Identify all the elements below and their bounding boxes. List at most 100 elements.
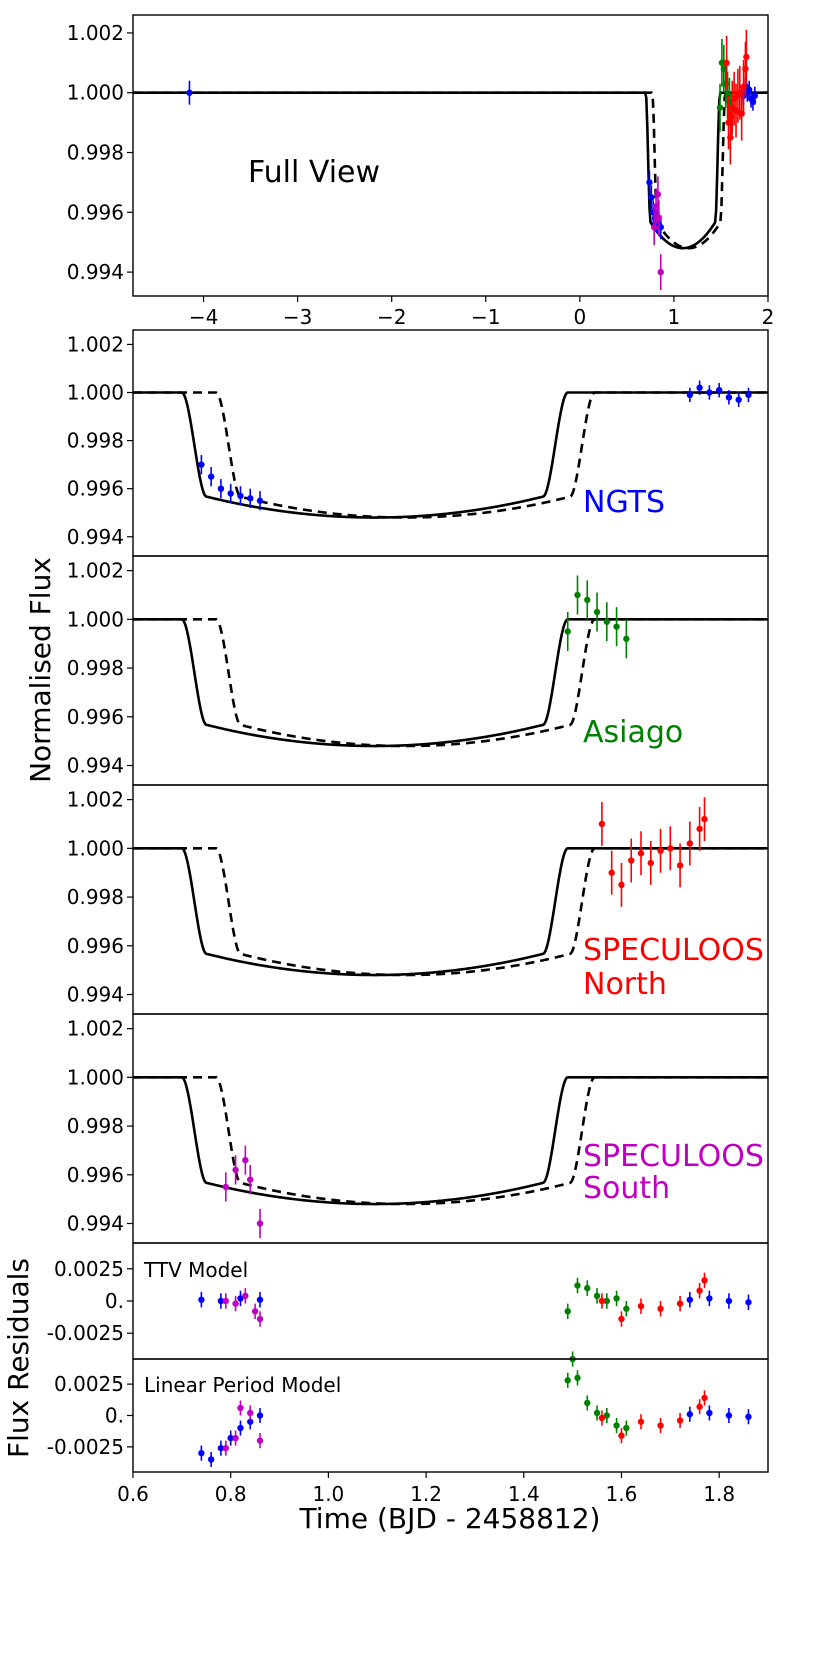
residual-linear-point (618, 1432, 625, 1439)
residual-ttv-point (232, 1300, 239, 1307)
data-point-north (598, 820, 606, 828)
residual-ttv-point (593, 1292, 601, 1300)
residual-ttv-point (686, 1296, 694, 1303)
residual-linear-point (598, 1414, 606, 1422)
ytick-label-south: 0.998 (67, 1114, 124, 1138)
data-point-full (650, 224, 658, 231)
residual-ttv-point (198, 1296, 205, 1303)
xtick-label-bottom: 1.2 (410, 1482, 442, 1506)
xtick-label-bottom: 1.8 (703, 1482, 735, 1506)
residual-ttv-point (657, 1305, 664, 1312)
residual-ttv-point (618, 1315, 625, 1323)
ytick-label-ngts: 1.002 (67, 332, 124, 356)
data-point-asiago (564, 628, 571, 635)
panel-label-north-line1: SPECULOOS (583, 933, 764, 968)
residual-ttv-point (598, 1297, 606, 1305)
ytick-label-full: 0.994 (67, 260, 124, 284)
axes (127, 14, 769, 1478)
residual-ttv-point (696, 1287, 703, 1294)
ytick-label-ngts: 0.996 (67, 477, 124, 501)
data-point-ngts (735, 396, 742, 403)
panel-label-linear-period-model: Linear Period Model (144, 1373, 341, 1397)
xtick-label-bottom: 1.4 (508, 1482, 540, 1506)
residual-ttv-point (725, 1297, 733, 1305)
panel-label-south-line2: South (583, 1171, 670, 1206)
residual-linear-point (676, 1417, 684, 1424)
model-ttv-ngts (133, 391, 768, 519)
xtick-label-full: 0 (573, 305, 586, 329)
residual-linear-point (706, 1409, 713, 1417)
ytick-label-res_lin: 0. (105, 1404, 124, 1428)
ytick-label-north: 0.996 (67, 934, 124, 958)
panel-frame-full (132, 14, 769, 297)
model-ttv-asiago (133, 618, 768, 748)
residual-ttv-point (574, 1282, 581, 1289)
data-point-full (723, 59, 730, 67)
data-point-north (701, 815, 708, 823)
model-ttv-south (133, 1076, 768, 1206)
xtick-label-bottom: 0.6 (117, 1482, 149, 1506)
ytick-label-res_ttv: 0.0025 (54, 1257, 124, 1281)
panel-label-south-line1: SPECULOOS (583, 1139, 764, 1174)
data-points (186, 29, 759, 1467)
residual-linear-point (623, 1424, 630, 1432)
ytick-label-north: 1.000 (67, 836, 124, 860)
residual-ttv-point (613, 1295, 620, 1302)
data-point-full (186, 89, 193, 96)
xtick-label-bottom: 1.6 (606, 1482, 638, 1506)
residual-ttv-point (706, 1295, 713, 1302)
residual-ttv-point (251, 1308, 259, 1315)
data-point-north (676, 862, 684, 869)
data-point-asiago (574, 591, 581, 599)
model-curves (133, 91, 768, 1206)
model-linear-period-full (133, 91, 768, 250)
data-point-full (743, 53, 750, 61)
data-point-full (654, 191, 662, 198)
data-point-asiago (613, 623, 620, 630)
data-point-full (657, 268, 664, 276)
data-point-full (716, 104, 724, 111)
residual-linear-point (198, 1449, 205, 1457)
data-point-ngts (217, 485, 225, 492)
data-point-north (647, 859, 654, 867)
ytick-label-south: 0.996 (67, 1163, 124, 1187)
ytick-label-res_ttv: -0.0025 (47, 1321, 124, 1345)
ytick-label-south: 0.994 (67, 1212, 124, 1236)
data-point-full (648, 194, 655, 201)
model-linear-period-ngts (133, 391, 768, 519)
residual-ttv-point (222, 1297, 230, 1305)
data-point-north (618, 881, 625, 889)
residual-ttv-point (256, 1296, 264, 1303)
data-point-ngts (198, 461, 205, 468)
data-point-south (232, 1166, 239, 1174)
y-axis-title: Normalised Flux (24, 557, 57, 783)
data-point-full (646, 179, 653, 186)
ytick-label-full: 1.002 (67, 21, 124, 45)
data-point-north (628, 857, 635, 864)
data-point-ngts (715, 386, 723, 394)
ytick-label-asiago: 0.998 (67, 656, 124, 680)
ytick-label-north: 1.002 (67, 788, 124, 812)
residual-ttv-point (637, 1302, 645, 1310)
ytick-label-ngts: 0.998 (67, 429, 124, 453)
residual-linear-point (564, 1377, 571, 1384)
data-point-ngts (745, 391, 752, 399)
residual-ttv-point (242, 1292, 249, 1300)
data-point-ngts (725, 394, 733, 401)
residual-linear-point (657, 1422, 664, 1429)
data-point-ngts (237, 492, 244, 500)
model-ttv-full (133, 91, 768, 250)
data-point-ngts (247, 495, 254, 502)
data-point-south (222, 1183, 230, 1191)
residual-linear-point (256, 1437, 264, 1444)
residual-linear-point (701, 1394, 708, 1402)
xtick-label-full: −4 (189, 305, 218, 329)
data-point-full (742, 65, 749, 73)
ytick-label-north: 0.998 (67, 885, 124, 909)
panel-label-north-line2: North (583, 967, 667, 1002)
residual-linear-point (637, 1418, 645, 1425)
residual-linear-point (584, 1399, 591, 1407)
residual-linear-point (613, 1422, 620, 1429)
ytick-label-asiago: 0.996 (67, 705, 124, 729)
data-point-north (657, 847, 664, 854)
